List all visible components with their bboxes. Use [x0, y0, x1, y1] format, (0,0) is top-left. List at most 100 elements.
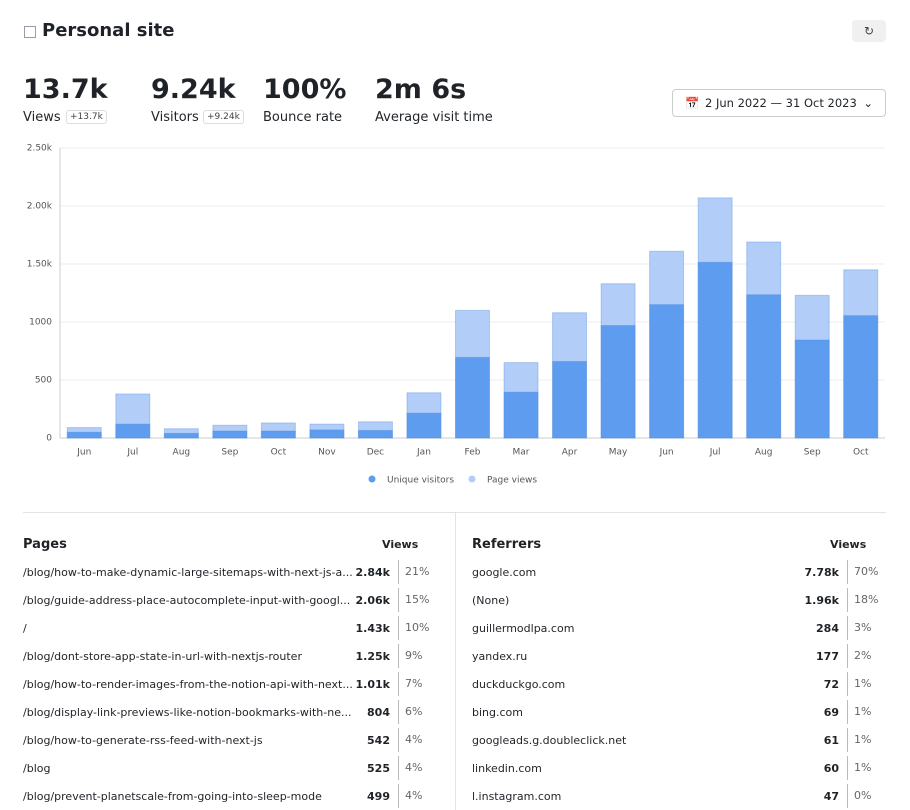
x-tick-label: Sep — [804, 448, 821, 458]
stat-badge: +9.24k — [203, 110, 244, 124]
x-tick-label: Aug — [173, 448, 191, 458]
row-label[interactable]: l.instagram.com — [472, 790, 562, 803]
row-label[interactable]: / — [23, 622, 27, 635]
bar — [163, 432, 199, 439]
stat-value: 9.24k — [151, 74, 236, 105]
row-share: 6% — [398, 700, 433, 724]
legend-label: Page views — [487, 476, 537, 486]
row-views: 177 — [816, 650, 839, 663]
y-tick-label: 2.00k — [27, 202, 53, 212]
row-views: 804 — [367, 706, 390, 719]
row-label[interactable]: duckduckgo.com — [472, 678, 566, 691]
row-label[interactable]: (None) — [472, 594, 510, 607]
row-label[interactable]: /blog — [23, 762, 51, 775]
row-share: 18% — [847, 588, 882, 612]
row-label[interactable]: /blog/display-link-previews-like-notion-… — [23, 706, 352, 719]
bar — [406, 412, 442, 439]
x-tick-label: Nov — [318, 448, 336, 458]
bar — [357, 429, 393, 439]
x-tick-label: Dec — [367, 448, 384, 458]
row-label[interactable]: google.com — [472, 566, 537, 579]
row-label[interactable]: /blog/how-to-render-images-from-the-noti… — [23, 678, 353, 691]
y-tick-label: 1.50k — [27, 260, 53, 270]
legend-marker — [368, 475, 376, 483]
bar — [455, 356, 490, 439]
row-views: 1.01k — [355, 678, 390, 691]
y-tick-label: 500 — [35, 376, 52, 386]
row-views: 69 — [823, 706, 839, 719]
bar — [697, 261, 733, 439]
row-label[interactable]: guillermodlpa.com — [472, 622, 575, 635]
y-tick-label: 1000 — [29, 318, 52, 328]
x-tick-label: Feb — [465, 448, 481, 458]
chart: 0 500 1000 1.50k 2.00k 2.50k Jun Jul Aug Sep Oct No… — [27, 144, 885, 486]
column-header: Views — [382, 538, 419, 551]
row-label[interactable]: linkedin.com — [472, 762, 542, 775]
stat-label: Average visit time — [375, 110, 493, 125]
row-views: 499 — [367, 790, 390, 803]
x-tick-label: Mar — [513, 448, 530, 458]
bar — [212, 430, 248, 439]
section-title: Referrers — [472, 537, 542, 552]
row-share: 21% — [398, 560, 433, 584]
calendar-icon: 📅 — [685, 96, 700, 110]
x-tick-label: Jun — [659, 448, 674, 458]
row-label[interactable]: /blog/how-to-make-dynamic-large-sitemaps… — [23, 566, 353, 579]
stat-value: 13.7k — [23, 74, 108, 105]
row-label[interactable]: googleads.g.doubleclick.net — [472, 734, 627, 747]
row-views: 2.84k — [355, 566, 390, 579]
x-tick-label: Sep — [221, 448, 238, 458]
row-views: 1.43k — [355, 622, 390, 635]
row-share: 1% — [847, 700, 882, 724]
stat-badge: +13.7k — [66, 110, 107, 124]
x-tick-label: Apr — [562, 448, 578, 458]
row-share: 4% — [398, 784, 433, 808]
row-views: 60 — [823, 762, 839, 775]
row-views: 7.78k — [804, 566, 839, 579]
row-views: 2.06k — [355, 594, 390, 607]
y-tick-label: 2.50k — [27, 144, 53, 154]
row-label[interactable]: yandex.ru — [472, 650, 528, 663]
row-share: 10% — [398, 616, 433, 640]
bar — [794, 339, 830, 439]
bar — [552, 360, 588, 439]
row-label[interactable]: /blog/dont-store-app-state-in-url-with-n… — [23, 650, 302, 663]
row-views: 47 — [823, 790, 839, 803]
stat-label: Visitors — [151, 110, 199, 125]
x-tick-label: Jun — [76, 448, 91, 458]
section-title: Pages — [23, 537, 67, 552]
date-range: 2 Jun 2022 — 31 Oct 2023 — [705, 96, 857, 110]
row-share: 15% — [398, 588, 433, 612]
row-label[interactable]: bing.com — [472, 706, 523, 719]
row-views: 61 — [823, 734, 839, 747]
row-label[interactable]: /blog/prevent-planetscale-from-going-int… — [23, 790, 322, 803]
divider — [23, 512, 886, 513]
x-tick-label: Jul — [126, 448, 138, 458]
row-share: 1% — [847, 672, 882, 696]
row-views: 542 — [367, 734, 390, 747]
x-tick-label: Jan — [416, 448, 431, 458]
y-tick-label: 0 — [46, 434, 52, 444]
site-title: Personal site — [42, 20, 175, 41]
row-share: 7% — [398, 672, 433, 696]
legend-marker — [468, 475, 476, 483]
row-label[interactable]: /blog/guide-address-place-autocomplete-i… — [23, 594, 351, 607]
row-views: 525 — [367, 762, 390, 775]
bar — [649, 304, 685, 439]
bar — [115, 423, 151, 439]
site-icon — [24, 26, 36, 38]
row-share: 2% — [847, 644, 882, 668]
chevron: ⌄ — [863, 96, 873, 110]
x-tick-label: Oct — [853, 448, 869, 458]
bar — [746, 294, 782, 439]
date-picker[interactable]: 📅 2 Jun 2022 — 31 Oct 2023 ⌄ — [672, 89, 886, 117]
bar — [66, 431, 102, 439]
refresh-button[interactable]: ↻ — [852, 20, 886, 42]
x-tick-label: Oct — [271, 448, 287, 458]
row-label[interactable]: /blog/how-to-generate-rss-feed-with-next… — [23, 734, 263, 747]
row-share: 3% — [847, 616, 882, 640]
x-tick-label: Aug — [755, 448, 773, 458]
stat-value: 100% — [263, 74, 347, 105]
bar — [600, 324, 636, 439]
